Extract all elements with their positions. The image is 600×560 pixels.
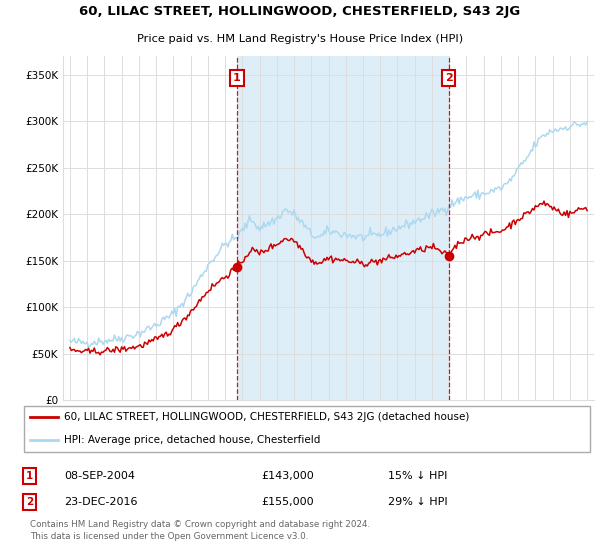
Bar	[237, 56, 449, 400]
Text: 1: 1	[233, 73, 241, 83]
Text: 23-DEC-2016: 23-DEC-2016	[64, 497, 137, 507]
Text: 08-SEP-2004: 08-SEP-2004	[64, 471, 135, 480]
Text: 29% ↓ HPI: 29% ↓ HPI	[388, 497, 448, 507]
Text: Contains HM Land Registry data © Crown copyright and database right 2024.
This d: Contains HM Land Registry data © Crown c…	[29, 520, 370, 541]
Text: 15% ↓ HPI: 15% ↓ HPI	[388, 471, 447, 480]
Text: 2: 2	[26, 497, 33, 507]
FancyBboxPatch shape	[24, 407, 590, 451]
Text: 2: 2	[445, 73, 452, 83]
Text: HPI: Average price, detached house, Chesterfield: HPI: Average price, detached house, Ches…	[64, 435, 320, 445]
Text: £143,000: £143,000	[262, 471, 314, 480]
Text: 1: 1	[26, 471, 33, 480]
Text: 60, LILAC STREET, HOLLINGWOOD, CHESTERFIELD, S43 2JG (detached house): 60, LILAC STREET, HOLLINGWOOD, CHESTERFI…	[64, 412, 469, 422]
Text: Price paid vs. HM Land Registry's House Price Index (HPI): Price paid vs. HM Land Registry's House …	[137, 34, 463, 44]
Text: £155,000: £155,000	[262, 497, 314, 507]
Text: 60, LILAC STREET, HOLLINGWOOD, CHESTERFIELD, S43 2JG: 60, LILAC STREET, HOLLINGWOOD, CHESTERFI…	[79, 5, 521, 18]
